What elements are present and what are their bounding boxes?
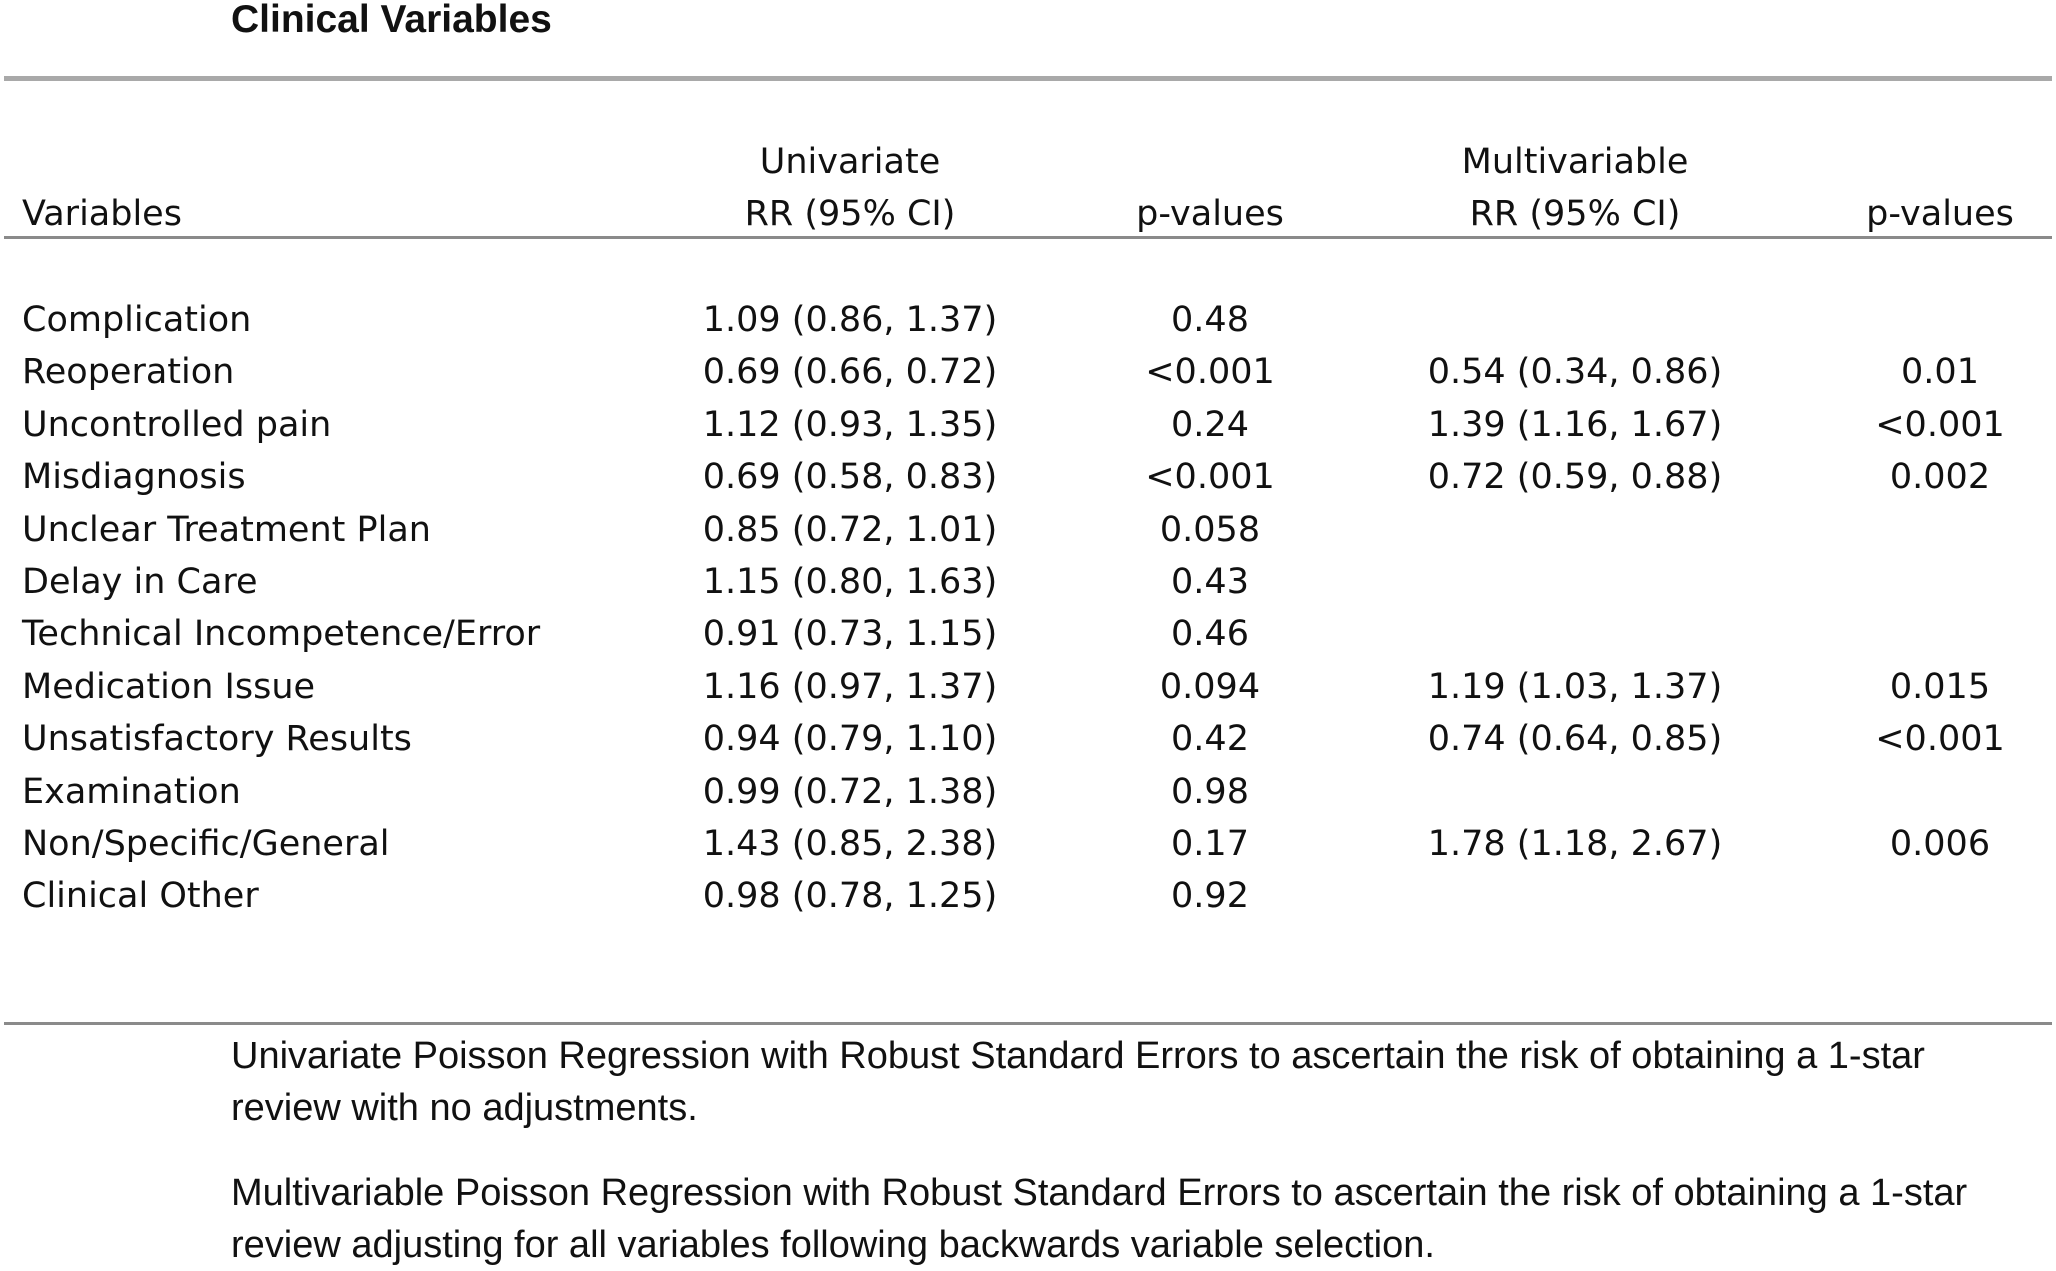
- univariate-p-value: 0.058: [1159, 509, 1261, 550]
- univariate-rr: 0.69 (0.58, 0.83): [702, 457, 998, 498]
- univariate-rr: 1.43 (0.85, 2.38): [702, 823, 998, 864]
- univariate-rr: 0.91 (0.73, 1.15): [702, 614, 998, 655]
- table-row: Misdiagnosis 0.69 (0.58, 0.83) <0.001 0.…: [0, 451, 2056, 503]
- table-row: Clinical Other 0.98 (0.78, 1.25) 0.92: [0, 870, 2056, 922]
- multivariable-p-value: 0.015: [1889, 666, 1991, 707]
- table-row: Reoperation 0.69 (0.66, 0.72) <0.001 0.5…: [0, 346, 2056, 398]
- table-body: Complication 1.09 (0.86, 1.37) 0.48 Reop…: [0, 294, 2056, 923]
- variable-name: Uncontrolled pain: [22, 404, 332, 445]
- univariate-p-value: <0.001: [1145, 457, 1275, 498]
- table-row: Complication 1.09 (0.86, 1.37) 0.48: [0, 294, 2056, 346]
- variable-name: Reoperation: [22, 352, 235, 393]
- multivariable-p-value: 0.01: [1901, 352, 1979, 393]
- multivariable-p-value: <0.001: [1875, 404, 2005, 445]
- variable-name: Unclear Treatment Plan: [22, 509, 431, 550]
- multivariable-rr: 0.54 (0.34, 0.86): [1427, 352, 1723, 393]
- table-title: Clinical Variables: [231, 0, 552, 41]
- univariate-rr: 0.85 (0.72, 1.01): [702, 509, 998, 550]
- table-row: Delay in Care 1.15 (0.80, 1.63) 0.43: [0, 556, 2056, 608]
- header-univariate-rr: RR (95% CI): [744, 194, 956, 234]
- multivariable-rr: 0.74 (0.64, 0.85): [1427, 719, 1723, 760]
- variable-name: Misdiagnosis: [22, 457, 246, 498]
- multivariable-p-value: 0.006: [1889, 823, 1991, 864]
- univariate-p-value: <0.001: [1145, 352, 1275, 393]
- univariate-p-value: 0.48: [1171, 300, 1249, 340]
- header-p-values-univariate: p-values: [1136, 194, 1284, 234]
- table-row: Unsatisfactory Results 0.94 (0.79, 1.10)…: [0, 713, 2056, 765]
- univariate-rr: 0.69 (0.66, 0.72): [702, 352, 998, 393]
- table-row: Medication Issue 1.16 (0.97, 1.37) 0.094…: [0, 661, 2056, 713]
- variable-name: Unsatisfactory Results: [22, 719, 412, 760]
- variable-name: Complication: [22, 300, 252, 340]
- top-divider: [4, 76, 2052, 81]
- header-divider: [4, 236, 2052, 239]
- footnote-multivariable: Multivariable Poisson Regression with Ro…: [231, 1172, 1968, 1266]
- multivariable-p-value: 0.002: [1889, 457, 1991, 498]
- univariate-rr: 0.99 (0.72, 1.38): [702, 771, 998, 812]
- univariate-p-value: 0.24: [1171, 404, 1249, 445]
- header-multivariable-rr: RR (95% CI): [1469, 194, 1681, 234]
- univariate-rr: 1.16 (0.97, 1.37): [702, 666, 998, 707]
- header-p-values-multivariable: p-values: [1866, 194, 2014, 234]
- univariate-p-value: 0.094: [1159, 666, 1261, 707]
- multivariable-rr: 1.78 (1.18, 2.67): [1427, 823, 1723, 864]
- univariate-p-value: 0.43: [1171, 561, 1249, 602]
- variable-name: Examination: [22, 771, 241, 812]
- univariate-p-value: 0.42: [1171, 719, 1249, 760]
- table-row: Non/Specific/General 1.43 (0.85, 2.38) 0…: [0, 818, 2056, 870]
- header-univariate-label: Univariate: [759, 142, 941, 182]
- bottom-divider: [4, 1022, 2052, 1025]
- univariate-rr: 1.15 (0.80, 1.63): [702, 561, 998, 602]
- multivariable-rr: 1.19 (1.03, 1.37): [1427, 666, 1723, 707]
- header-multivariable: Multivariable RR (95% CI): [1325, 136, 1825, 240]
- header-univariate: Univariate RR (95% CI): [600, 136, 1100, 240]
- univariate-rr: 1.09 (0.86, 1.37): [702, 300, 998, 340]
- univariate-rr: 0.94 (0.79, 1.10): [702, 719, 998, 760]
- table-row: Unclear Treatment Plan 0.85 (0.72, 1.01)…: [0, 504, 2056, 556]
- multivariable-p-value: <0.001: [1875, 719, 2005, 760]
- variable-name: Clinical Other: [22, 876, 259, 917]
- univariate-p-value: 0.46: [1171, 614, 1249, 655]
- multivariable-rr: 0.72 (0.59, 0.88): [1427, 457, 1723, 498]
- variable-name: Medication Issue: [22, 666, 316, 707]
- univariate-rr: 1.12 (0.93, 1.35): [702, 404, 998, 445]
- header-multivariable-label: Multivariable: [1461, 142, 1689, 182]
- univariate-p-value: 0.98: [1171, 771, 1249, 812]
- variable-name: Technical Incompetence/Error: [22, 614, 541, 655]
- footnote-univariate: Univariate Poisson Regression with Robus…: [231, 1035, 1925, 1129]
- univariate-rr: 0.98 (0.78, 1.25): [702, 876, 998, 917]
- table-row: Technical Incompetence/Error 0.91 (0.73,…: [0, 608, 2056, 660]
- table-row: Examination 0.99 (0.72, 1.38) 0.98: [0, 766, 2056, 818]
- table-row: Uncontrolled pain 1.12 (0.93, 1.35) 0.24…: [0, 399, 2056, 451]
- univariate-p-value: 0.17: [1171, 823, 1249, 864]
- univariate-p-value: 0.92: [1171, 876, 1249, 917]
- multivariable-rr: 1.39 (1.16, 1.67): [1427, 404, 1723, 445]
- variable-name: Non/Specific/General: [22, 823, 390, 864]
- variable-name: Delay in Care: [22, 561, 258, 602]
- header-variables: Variables: [22, 194, 182, 234]
